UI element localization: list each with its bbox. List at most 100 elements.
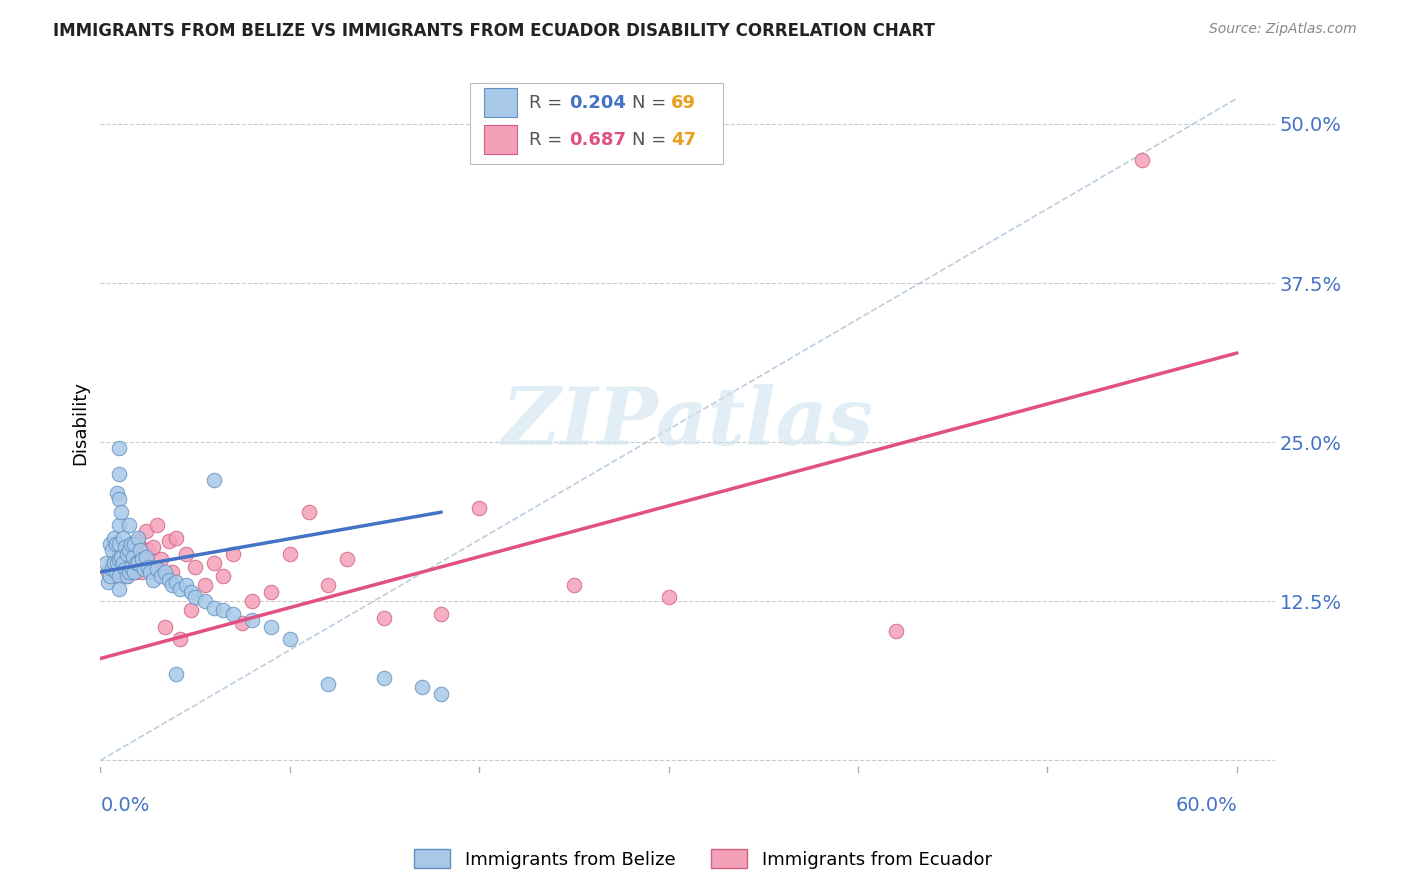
Point: [120, 560, 142, 574]
Point: [174, 577, 197, 591]
Point: [124, 565, 146, 579]
Point: [146, 517, 169, 532]
Point: [120, 560, 142, 574]
Point: [373, 671, 395, 685]
Point: [115, 568, 138, 582]
Point: [260, 620, 283, 634]
Point: [100, 543, 122, 558]
Text: Source: ZipAtlas.com: Source: ZipAtlas.com: [1209, 22, 1357, 37]
Point: [100, 556, 122, 570]
Text: R =: R =: [529, 130, 568, 149]
Point: [562, 577, 585, 591]
Point: [165, 575, 187, 590]
Point: [118, 543, 141, 558]
Point: [132, 562, 155, 576]
Point: [240, 594, 263, 608]
Point: [231, 615, 253, 630]
Text: IMMIGRANTS FROM BELIZE VS IMMIGRANTS FROM ECUADOR DISABILITY CORRELATION CHART: IMMIGRANTS FROM BELIZE VS IMMIGRANTS FRO…: [53, 22, 935, 40]
Point: [146, 562, 169, 576]
Point: [153, 565, 176, 579]
Point: [105, 486, 128, 500]
Point: [135, 549, 157, 564]
Point: [127, 534, 149, 549]
Point: [114, 562, 136, 576]
Point: [118, 543, 141, 558]
Point: [165, 531, 187, 545]
Point: [184, 591, 207, 605]
Text: 47: 47: [671, 130, 696, 149]
Point: [142, 573, 165, 587]
Point: [131, 565, 153, 579]
Point: [184, 560, 207, 574]
Point: [180, 603, 202, 617]
Point: [142, 540, 165, 554]
Point: [112, 531, 135, 545]
Text: N =: N =: [633, 130, 672, 149]
Text: N =: N =: [633, 94, 672, 112]
Point: [212, 603, 235, 617]
Point: [103, 556, 125, 570]
Point: [136, 560, 159, 574]
Point: [108, 568, 131, 582]
Point: [125, 556, 148, 570]
Point: [411, 680, 433, 694]
Point: [212, 568, 235, 582]
Point: [100, 562, 122, 576]
Point: [202, 600, 225, 615]
Point: [373, 611, 395, 625]
Point: [468, 501, 491, 516]
Point: [260, 585, 283, 599]
Text: 0.204: 0.204: [569, 94, 626, 112]
Legend: Immigrants from Belize, Immigrants from Ecuador: Immigrants from Belize, Immigrants from …: [406, 842, 1000, 876]
Point: [112, 540, 135, 554]
Point: [121, 549, 143, 564]
Point: [114, 540, 136, 554]
Point: [124, 537, 146, 551]
Point: [110, 549, 132, 564]
Point: [174, 547, 197, 561]
Point: [98, 537, 121, 551]
Point: [430, 607, 453, 621]
Point: [316, 577, 339, 591]
Point: [193, 594, 215, 608]
FancyBboxPatch shape: [485, 125, 517, 154]
Point: [278, 632, 301, 647]
Point: [884, 624, 907, 638]
Point: [157, 534, 180, 549]
Point: [157, 573, 180, 587]
Point: [169, 582, 191, 596]
Point: [124, 549, 146, 564]
Point: [125, 565, 148, 579]
Point: [105, 556, 128, 570]
Point: [104, 537, 127, 551]
Point: [104, 568, 127, 582]
Point: [298, 505, 321, 519]
Text: 69: 69: [671, 94, 696, 112]
Point: [162, 565, 184, 579]
Point: [193, 577, 215, 591]
Point: [127, 556, 149, 570]
Point: [153, 620, 176, 634]
Point: [108, 537, 131, 551]
Point: [120, 537, 142, 551]
Point: [169, 632, 191, 647]
Point: [97, 575, 120, 590]
Point: [129, 543, 152, 558]
Point: [129, 552, 152, 566]
Point: [149, 552, 172, 566]
Point: [135, 524, 157, 539]
Point: [108, 582, 131, 596]
Point: [108, 517, 131, 532]
Text: R =: R =: [529, 94, 568, 112]
Point: [138, 560, 160, 574]
Text: 0.0%: 0.0%: [100, 796, 149, 815]
Point: [1130, 153, 1153, 167]
Point: [114, 556, 136, 570]
Y-axis label: Disability: Disability: [72, 381, 89, 465]
Point: [104, 565, 127, 579]
Point: [149, 568, 172, 582]
Point: [336, 552, 359, 566]
Point: [202, 473, 225, 487]
Point: [180, 585, 202, 599]
Text: ZIPatlas: ZIPatlas: [502, 384, 873, 462]
